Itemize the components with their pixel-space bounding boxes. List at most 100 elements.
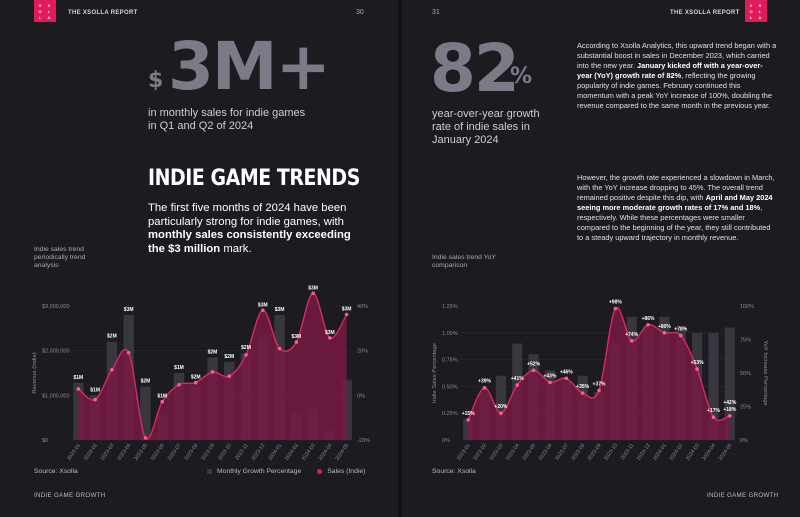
data-label: +74% — [625, 332, 638, 338]
data-label: +78% — [674, 326, 687, 332]
chart-note: Indie sales trend YoY comparison — [432, 254, 496, 269]
category-label: 2024-04 — [318, 443, 334, 462]
category-label: 2024-05 — [334, 443, 350, 462]
data-point — [711, 415, 716, 420]
left-tick-label: 0.75% — [442, 358, 458, 364]
data-label: $2M — [107, 334, 117, 340]
right-tick-label: -23% — [357, 438, 370, 444]
data-label: $3M — [342, 307, 352, 313]
data-label: +20% — [494, 404, 507, 410]
data-point — [548, 380, 552, 385]
right-page: 31 THE XSOLLA REPORT X S O L L A 82 % ye… — [402, 0, 800, 517]
data-label: $3M — [258, 302, 268, 308]
category-label: 2023-04 — [116, 443, 132, 462]
data-point — [344, 312, 349, 317]
left-tick-label: $2,000,000 — [42, 349, 70, 355]
paragraph-1-bold: January kicked off with a year-over-year… — [577, 61, 763, 80]
report-title: THE XSOLLA REPORT — [670, 10, 740, 16]
category-label: 2023-09 — [200, 443, 216, 462]
legend-item-line: Sales (Indie) — [317, 468, 365, 475]
data-label: $3M — [308, 285, 318, 291]
right-tick-label: 75% — [740, 338, 751, 344]
data-point — [531, 368, 536, 373]
section-heading: INDIE GAME TRENDS — [148, 166, 360, 191]
bar — [463, 418, 474, 440]
paragraph-2: However, the growth rate experienced a s… — [577, 173, 777, 243]
area-fill — [468, 307, 730, 440]
legend-item-bar: Monthly Growth Percentage — [207, 468, 301, 475]
data-label: +41% — [511, 376, 524, 382]
data-point — [499, 411, 503, 415]
logo-letter: O — [38, 8, 43, 14]
paragraph-1: According to Xsolla Analytics, this upwa… — [577, 41, 777, 111]
data-point — [695, 367, 699, 371]
data-label: +98% — [609, 300, 622, 306]
data-point — [76, 387, 81, 391]
logo-letter: L — [758, 8, 763, 14]
intro-text: The first five months of 2024 have been … — [148, 202, 347, 228]
data-label: +52% — [527, 361, 540, 367]
page-number: 31 — [432, 9, 440, 16]
data-label: $1M — [174, 365, 184, 371]
bar — [708, 332, 719, 440]
area-fill — [78, 293, 347, 440]
right-tick-label: 50% — [740, 371, 751, 377]
xsolla-logo: X S O L L A — [34, 0, 56, 22]
data-point — [93, 397, 97, 402]
logo-letter: L — [38, 14, 43, 20]
chart-source: Source: Xsolla — [432, 468, 476, 475]
category-label: 2024-03 — [301, 443, 317, 462]
data-label: +46% — [560, 369, 573, 375]
logo-letter: O — [749, 8, 754, 14]
page-footer: INDIE GAME GROWTH — [707, 492, 779, 499]
data-point — [662, 331, 667, 335]
stat-value: 3M+ — [168, 28, 331, 105]
data-point — [294, 340, 299, 344]
data-point — [227, 374, 232, 378]
data-label: $2M — [191, 375, 201, 381]
category-label: 2023-02 — [472, 443, 488, 462]
right-tick-label: 100% — [740, 304, 754, 310]
left-tick-label: $3,000,000 — [42, 304, 70, 310]
data-point — [597, 388, 601, 393]
data-label: +35% — [576, 384, 589, 390]
data-label: +15% — [462, 411, 475, 417]
data-point — [466, 418, 470, 422]
paragraph-2-bold: April and May 2024 seeing more moderate … — [577, 193, 773, 212]
category-label: 2023-07 — [554, 443, 570, 462]
category-label: 2024-02 — [669, 443, 685, 462]
category-label: 2023-05 — [521, 443, 537, 462]
data-label: +18% — [723, 407, 736, 413]
data-point — [177, 382, 181, 387]
category-label: 2023-10 — [217, 443, 233, 462]
logo-letter: S — [47, 2, 52, 8]
category-label: 2023-10 — [603, 443, 619, 462]
page-gutter — [398, 0, 402, 517]
category-label: 2023-02 — [83, 443, 99, 462]
data-label: +39% — [478, 379, 491, 385]
data-point — [160, 399, 165, 404]
left-axis-title: Revenue (Indie) — [32, 352, 38, 393]
category-label: 2023-07 — [167, 443, 183, 462]
right-tick-label: 0% — [740, 438, 748, 444]
data-label: +86% — [642, 316, 655, 322]
data-label: +80% — [658, 324, 671, 330]
category-label: 2023-11 — [234, 443, 250, 462]
data-point — [564, 376, 569, 381]
category-label: 2024-05 — [718, 443, 734, 462]
logo-letter: S — [758, 2, 763, 8]
data-point — [126, 350, 131, 355]
data-label: $2M — [208, 349, 218, 355]
right-tick-label: 0% — [357, 393, 365, 399]
bar — [724, 327, 735, 440]
right-axis-title: YoY Increase Percentage — [762, 340, 768, 405]
page-footer: INDIE GAME GROWTH — [34, 492, 106, 499]
left-tick-label: 1.00% — [442, 331, 458, 337]
category-label: 2023-06 — [538, 443, 554, 462]
data-label: $3M — [325, 330, 335, 336]
category-label: 2023-03 — [100, 443, 116, 462]
logo-letter: L — [749, 14, 754, 20]
category-label: 2023-12 — [251, 443, 267, 462]
data-point — [646, 322, 650, 327]
paragraph-1-text-end: , reflecting the growing popularity of i… — [577, 71, 773, 110]
